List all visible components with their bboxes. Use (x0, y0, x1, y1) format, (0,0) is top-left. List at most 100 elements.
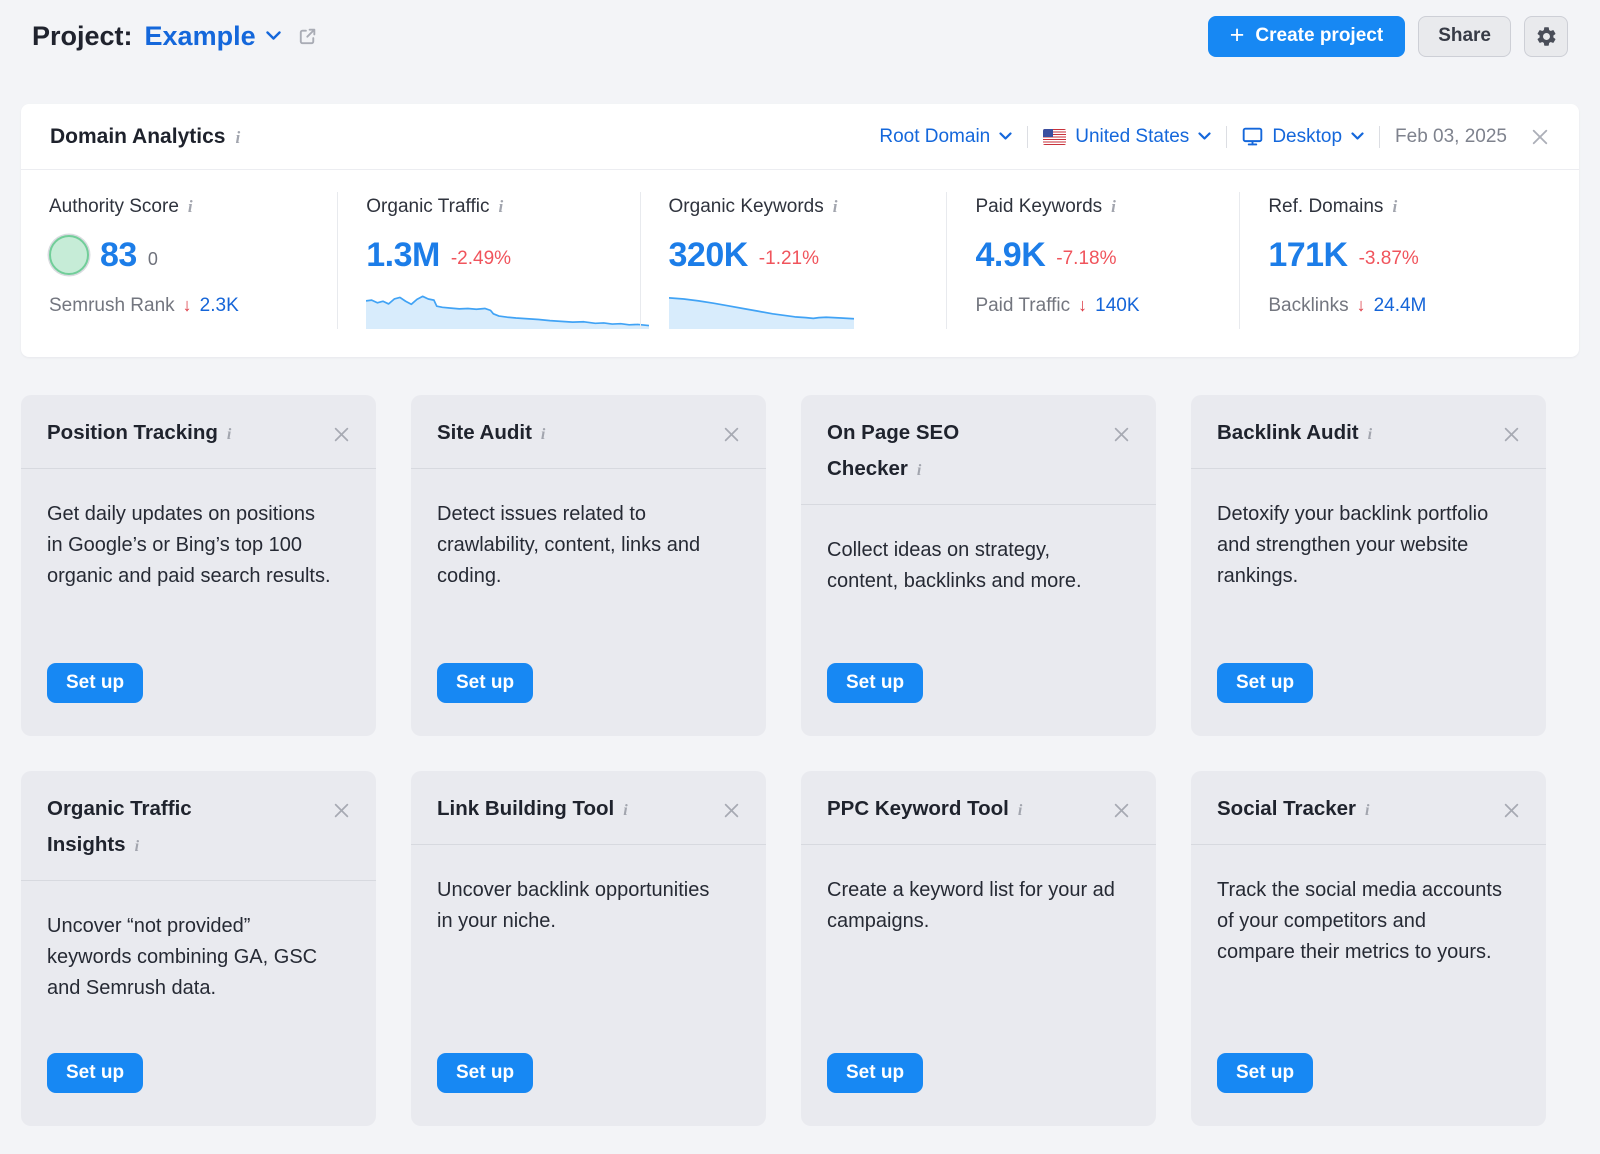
create-project-label: Create project (1255, 25, 1384, 46)
panel-filters: Root Domain United States Desktop Feb 03… (879, 125, 1550, 148)
us-flag-icon (1043, 128, 1067, 145)
setup-button[interactable]: Set up (827, 1053, 924, 1093)
organic-traffic-change: -2.49% (450, 248, 512, 269)
close-icon[interactable] (722, 425, 741, 444)
sub-metric-label: Semrush Rank (49, 295, 175, 316)
info-icon[interactable]: i (1111, 197, 1116, 216)
external-link-icon[interactable] (297, 26, 318, 47)
paid-traffic-value[interactable]: 140K (1095, 295, 1140, 316)
info-icon[interactable]: i (1365, 802, 1370, 819)
divider (1226, 125, 1228, 148)
divider (1379, 125, 1381, 148)
gear-icon (1537, 26, 1555, 46)
authority-score-value: 83 (100, 235, 137, 274)
info-icon[interactable]: i (1392, 197, 1398, 216)
paid-keywords-value: 4.9K (975, 235, 1046, 274)
country-label: United States (1075, 125, 1190, 147)
card-header: Backlink Audit i (1191, 395, 1546, 469)
panel-header: Domain Analytics i Root Domain United St… (21, 104, 1579, 170)
card-header: On Page SEO Checker i (801, 395, 1156, 505)
info-icon[interactable]: i (623, 802, 628, 819)
domain-analytics-panel: Domain Analytics i Root Domain United St… (21, 104, 1579, 357)
tool-card: Position Tracking i Get daily updates on … (21, 395, 376, 736)
project-dropdown[interactable]: Example (145, 21, 281, 52)
tool-card: On Page SEO Checker i Collect ideas on st… (801, 395, 1156, 736)
card-title: Link Building Tool (437, 797, 615, 820)
tool-card: Backlink Audit i Detoxify your backlink p… (1191, 395, 1546, 736)
card-description: Create a keyword list for your ad campai… (827, 879, 1115, 932)
setup-button[interactable]: Set up (47, 663, 144, 703)
card-header: Organic Traffic Insights i (21, 771, 376, 881)
tool-card: Social Tracker i Track the social media a… (1191, 771, 1546, 1126)
project-name: Example (144, 20, 256, 51)
setup-button[interactable]: Set up (1217, 1053, 1314, 1093)
metric-label: Ref. Domains (1268, 196, 1384, 217)
sub-metric-label: Paid Traffic (975, 295, 1071, 316)
device-dropdown[interactable]: Desktop (1242, 126, 1364, 148)
close-icon[interactable] (1502, 425, 1521, 444)
setup-button[interactable]: Set up (437, 663, 534, 703)
setup-button[interactable]: Set up (47, 1053, 144, 1093)
paid-keywords-change: -7.18% (1056, 248, 1117, 269)
close-icon[interactable] (332, 801, 351, 820)
close-icon[interactable] (1530, 127, 1550, 147)
organic-keywords-sparkline (668, 296, 854, 329)
chevron-down-icon (1198, 132, 1211, 140)
card-description: Detoxify your backlink portfolio and str… (1217, 503, 1489, 587)
metric-paid-keywords: Paid Keywords i 4.9K -7.18% Paid Traffic… (946, 192, 1239, 329)
tool-card: Organic Traffic Insights i Uncover “not p… (21, 771, 376, 1126)
setup-button[interactable]: Set up (827, 663, 924, 703)
organic-traffic-sparkline (366, 295, 650, 329)
metric-label: Authority Score (49, 196, 179, 217)
backlinks-value[interactable]: 24.4M (1373, 295, 1427, 316)
info-icon[interactable]: i (832, 197, 838, 216)
info-icon[interactable]: i (235, 127, 241, 147)
card-title: PPC Keyword Tool (827, 797, 1009, 820)
create-project-button[interactable]: + Create project (1207, 15, 1406, 57)
country-dropdown[interactable]: United States (1043, 126, 1211, 148)
scope-dropdown[interactable]: Root Domain (879, 126, 1012, 148)
metrics-row: Authority Score i 83 0 Semrush Rank ↓ 2.… (21, 170, 1579, 357)
organic-keywords-value: 320K (668, 235, 749, 274)
card-header: Link Building Tool i (411, 771, 766, 845)
card-description: Uncover backlink opportunities in your n… (437, 879, 710, 932)
divider (1027, 125, 1029, 148)
card-header: Social Tracker i (1191, 771, 1546, 845)
card-title: Site Audit (437, 421, 532, 444)
share-button[interactable]: Share (1418, 15, 1511, 57)
info-icon[interactable]: i (540, 426, 546, 443)
info-icon[interactable]: i (134, 838, 140, 855)
close-icon[interactable] (1112, 801, 1131, 820)
semrush-rank-value[interactable]: 2.3K (199, 295, 239, 316)
tool-card: Link Building Tool i Uncover backlink opp… (411, 771, 766, 1126)
authority-score-circle (49, 235, 89, 275)
setup-button[interactable]: Set up (437, 1053, 534, 1093)
close-icon[interactable] (722, 801, 741, 820)
close-icon[interactable] (332, 425, 351, 444)
close-icon[interactable] (1112, 425, 1131, 444)
card-description: Collect ideas on strategy, content, back… (827, 539, 1082, 592)
panel-title: Domain Analytics (50, 124, 226, 148)
close-icon[interactable] (1502, 801, 1521, 820)
sub-metric-label: Backlinks (1268, 295, 1349, 316)
tool-cards-grid: Position Tracking i Get daily updates on … (21, 395, 1548, 1126)
scope-label: Root Domain (879, 125, 991, 147)
card-header: Position Tracking i (21, 395, 376, 469)
info-icon[interactable]: i (187, 197, 193, 216)
info-icon[interactable]: i (226, 426, 232, 443)
down-arrow-icon: ↓ (1356, 295, 1366, 315)
info-icon[interactable]: i (916, 462, 922, 479)
down-arrow-icon: ↓ (182, 295, 192, 315)
setup-button[interactable]: Set up (1217, 663, 1314, 703)
info-icon[interactable]: i (1017, 802, 1023, 819)
plus-icon: + (1229, 20, 1245, 49)
settings-button[interactable] (1524, 15, 1568, 57)
metric-label: Paid Keywords (975, 196, 1103, 217)
authority-score-delta: 0 (147, 248, 158, 269)
metric-organic-keywords: Organic Keywords i 320K -1.21% (639, 192, 947, 329)
chevron-down-icon (1351, 132, 1364, 140)
info-icon[interactable]: i (498, 197, 504, 216)
card-description: Get daily updates on positions in Google… (47, 503, 331, 587)
info-icon[interactable]: i (1367, 426, 1373, 443)
card-description: Uncover “not provided” keywords combinin… (47, 915, 318, 999)
